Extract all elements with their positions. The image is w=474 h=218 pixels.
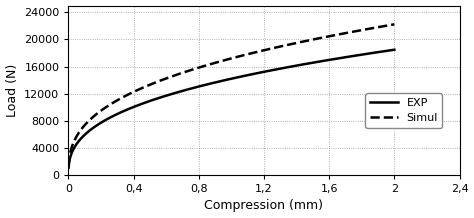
Simul xyxy=(333,34,338,36)
EXP xyxy=(242,74,248,77)
Line: Simul: Simul xyxy=(69,24,394,166)
X-axis label: Compression (mm): Compression (mm) xyxy=(204,199,323,213)
EXP xyxy=(383,49,389,52)
Simul xyxy=(220,59,226,62)
Simul xyxy=(66,165,72,167)
Simul xyxy=(222,59,228,61)
EXP xyxy=(220,79,226,82)
Simul xyxy=(242,54,248,56)
Y-axis label: Load (N): Load (N) xyxy=(6,64,18,117)
Line: EXP: EXP xyxy=(69,50,394,168)
Simul xyxy=(383,24,389,27)
Legend: EXP, Simul: EXP, Simul xyxy=(365,93,442,128)
EXP xyxy=(222,79,228,81)
EXP xyxy=(260,71,265,73)
Simul xyxy=(392,23,397,26)
Simul xyxy=(260,49,265,52)
EXP xyxy=(333,58,338,60)
EXP xyxy=(392,48,397,51)
EXP xyxy=(66,167,72,169)
